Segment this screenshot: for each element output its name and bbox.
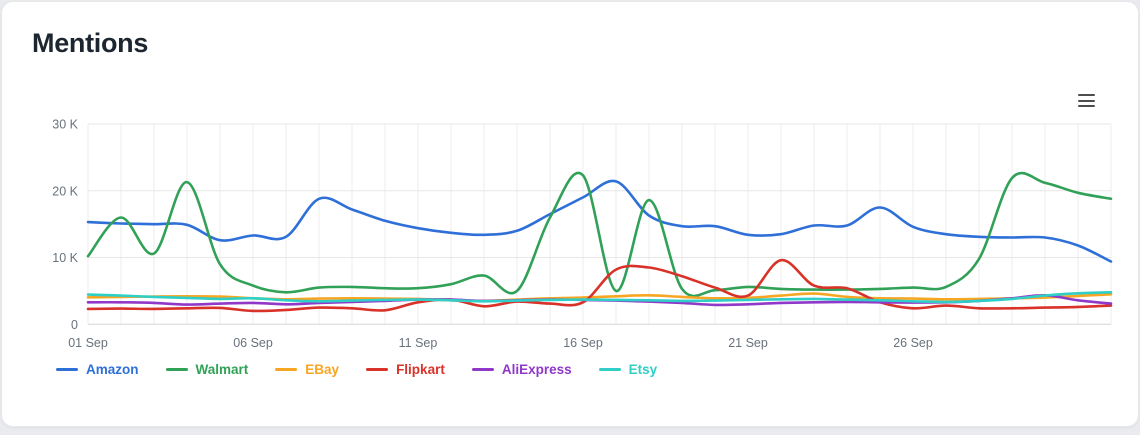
x-axis-tick-label: 26 Sep bbox=[893, 336, 933, 350]
legend-swatch-icon bbox=[275, 368, 297, 371]
y-axis-tick-label: 0 bbox=[71, 318, 78, 332]
hamburger-icon bbox=[1078, 94, 1095, 96]
legend-label: Walmart bbox=[196, 362, 249, 377]
chart-legend: Amazon Walmart EBay Flipkart AliExpress Etsy bbox=[56, 362, 657, 377]
legend-swatch-icon bbox=[472, 368, 494, 371]
legend-item-walmart[interactable]: Walmart bbox=[166, 362, 249, 377]
legend-label: EBay bbox=[305, 362, 339, 377]
y-axis-tick-label: 20 K bbox=[52, 184, 78, 198]
legend-swatch-icon bbox=[166, 368, 188, 371]
x-axis-tick-label: 01 Sep bbox=[68, 336, 108, 350]
plot-area[interactable] bbox=[88, 124, 1111, 324]
legend-item-ebay[interactable]: EBay bbox=[275, 362, 339, 377]
legend-swatch-icon bbox=[366, 368, 388, 371]
mentions-card: Mentions 0 10 K 20 K 30 K 01 Sep 06 Sep 11 Sep… bbox=[1, 1, 1139, 427]
legend-label: Etsy bbox=[629, 362, 658, 377]
legend-item-aliexpress[interactable]: AliExpress bbox=[472, 362, 572, 377]
legend-swatch-icon bbox=[56, 368, 78, 371]
legend-swatch-icon bbox=[599, 368, 621, 371]
legend-item-amazon[interactable]: Amazon bbox=[56, 362, 139, 377]
y-axis-tick-label: 10 K bbox=[52, 251, 78, 265]
x-axis-tick-label: 16 Sep bbox=[563, 336, 603, 350]
x-axis-tick-label: 21 Sep bbox=[728, 336, 768, 350]
legend-item-flipkart[interactable]: Flipkart bbox=[366, 362, 445, 377]
x-axis-tick-label: 11 Sep bbox=[399, 336, 438, 350]
y-axis-tick-label: 30 K bbox=[52, 118, 78, 132]
legend-label: Flipkart bbox=[396, 362, 445, 377]
legend-item-etsy[interactable]: Etsy bbox=[599, 362, 658, 377]
chart-context-menu-button[interactable] bbox=[1078, 94, 1096, 107]
x-axis-tick-label: 06 Sep bbox=[233, 336, 273, 350]
page-title: Mentions bbox=[32, 28, 148, 59]
legend-label: AliExpress bbox=[502, 362, 572, 377]
legend-label: Amazon bbox=[86, 362, 139, 377]
